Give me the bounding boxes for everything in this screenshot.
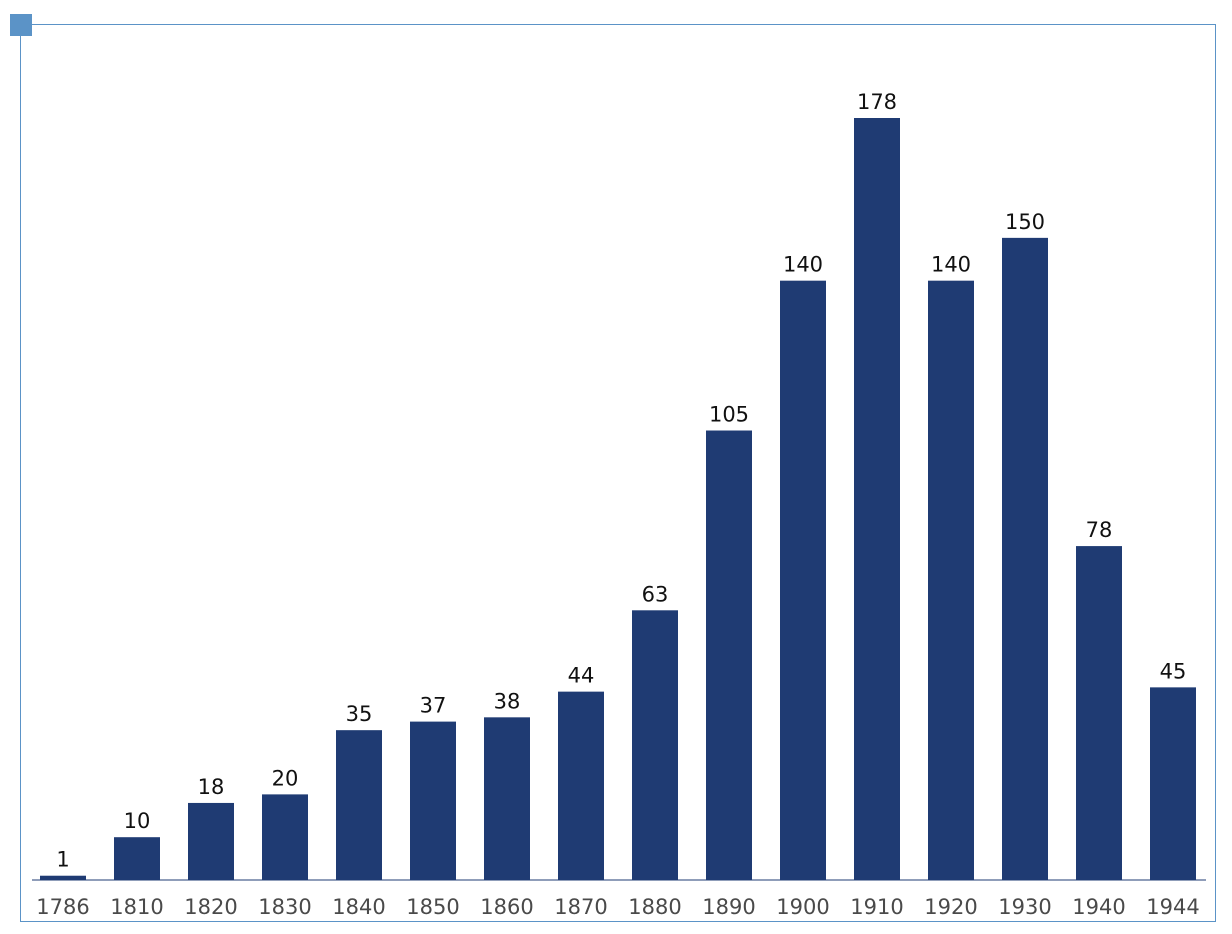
- bar-1944: [1150, 687, 1196, 880]
- bar-1840: [336, 730, 382, 880]
- data-label-1840: 35: [346, 702, 373, 726]
- x-tick-label-1930: 1930: [998, 895, 1051, 919]
- bar-1920: [928, 280, 974, 880]
- bar-1870: [558, 691, 604, 880]
- bar-1910: [854, 118, 900, 880]
- corner-marker: [10, 14, 32, 36]
- x-tick-label-1860: 1860: [480, 895, 533, 919]
- data-label-1786: 1: [56, 848, 69, 872]
- bar-1830: [262, 794, 308, 880]
- data-label-1920: 140: [931, 253, 971, 277]
- x-tick-label-1900: 1900: [776, 895, 829, 919]
- chart-frame: [20, 24, 1216, 922]
- data-label-1850: 37: [420, 694, 447, 718]
- bar-1940: [1076, 546, 1122, 880]
- x-tick-label-1890: 1890: [702, 895, 755, 919]
- bar-1900: [780, 280, 826, 880]
- data-label-1830: 20: [272, 766, 299, 790]
- bar-1930: [1002, 237, 1048, 880]
- bar-1850: [410, 721, 456, 880]
- x-tick-label-1880: 1880: [628, 895, 681, 919]
- bar-1820: [188, 802, 234, 880]
- x-tick-label-1940: 1940: [1072, 895, 1125, 919]
- data-label-1860: 38: [494, 689, 521, 713]
- data-label-1890: 105: [709, 403, 749, 427]
- x-tick-label-1820: 1820: [184, 895, 237, 919]
- data-label-1930: 150: [1005, 210, 1045, 234]
- x-tick-label-1920: 1920: [924, 895, 977, 919]
- x-tick-label-1840: 1840: [332, 895, 385, 919]
- x-tick-label-1910: 1910: [850, 895, 903, 919]
- x-tick-label-1870: 1870: [554, 895, 607, 919]
- data-label-1910: 178: [857, 90, 897, 114]
- x-tick-label-1810: 1810: [110, 895, 163, 919]
- data-label-1880: 63: [642, 582, 669, 606]
- x-tick-label-1850: 1850: [406, 895, 459, 919]
- bar-1786: [40, 875, 86, 880]
- x-tick-label-1830: 1830: [258, 895, 311, 919]
- bar-1860: [484, 717, 530, 880]
- data-label-1944: 45: [1160, 659, 1187, 683]
- data-label-1940: 78: [1086, 518, 1113, 542]
- bar-1880: [632, 610, 678, 880]
- data-label-1900: 140: [783, 253, 823, 277]
- x-tick-label-1786: 1786: [36, 895, 89, 919]
- data-label-1820: 18: [198, 775, 225, 799]
- bar-1890: [706, 430, 752, 880]
- x-tick-label-1944: 1944: [1146, 895, 1199, 919]
- data-label-1870: 44: [568, 664, 595, 688]
- bar-1810: [114, 837, 160, 880]
- data-label-1810: 10: [124, 809, 151, 833]
